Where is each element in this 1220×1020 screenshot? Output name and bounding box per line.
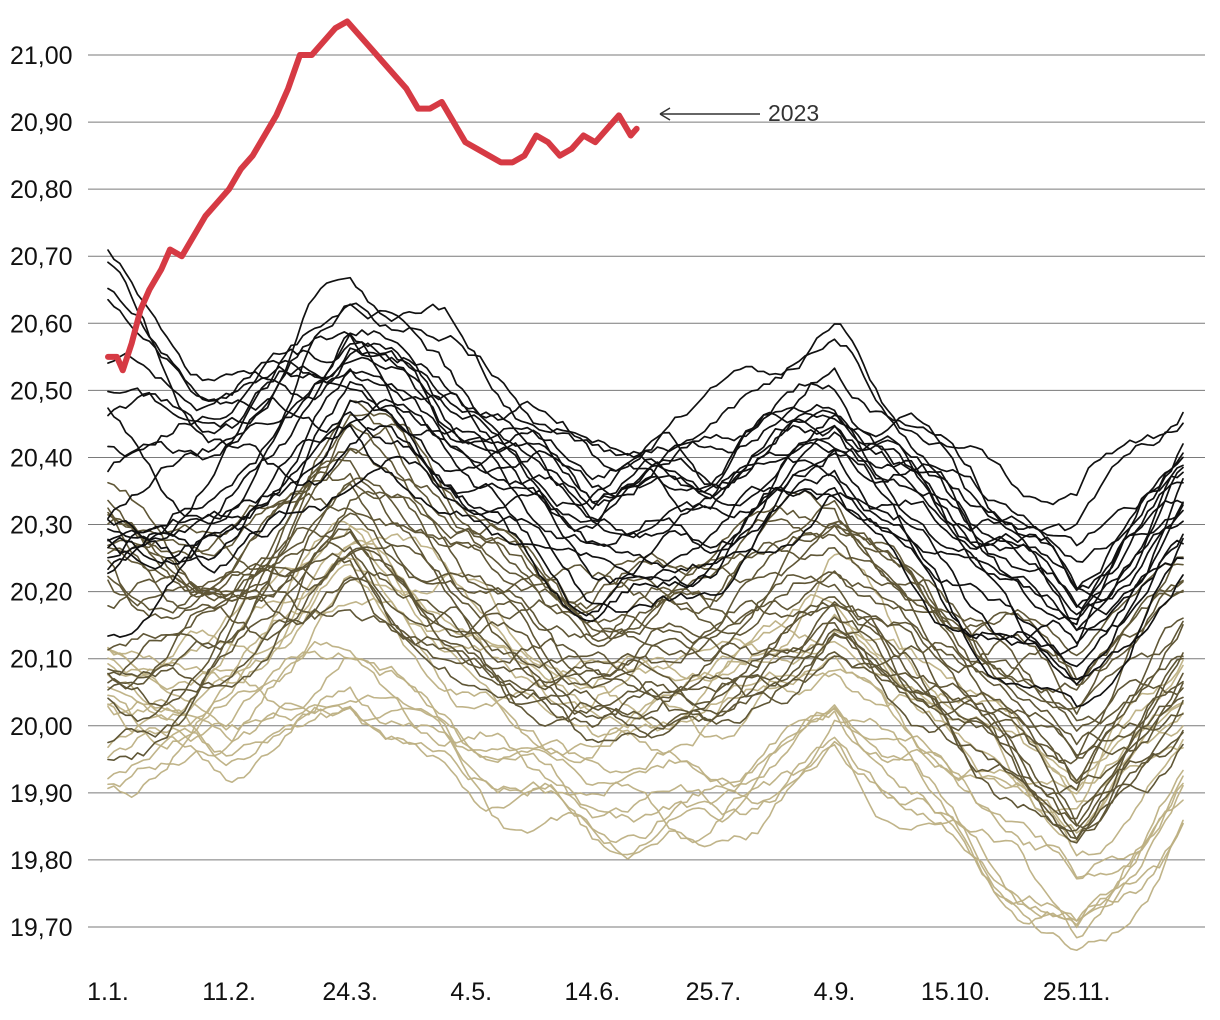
series-line-recent-8 [107, 369, 1184, 626]
series-line-older-5 [107, 700, 1184, 925]
series-line-recent-16 [107, 379, 1184, 621]
series-line-recent-2 [107, 302, 1184, 542]
x-tick-label: 14.6. [565, 978, 621, 1006]
x-tick-label: 25.7. [686, 978, 742, 1006]
series-line-recent-19 [107, 424, 1184, 681]
series-line-recent-6 [107, 341, 1184, 601]
series-line-middle-7 [107, 447, 1184, 694]
y-tick-label: 20,90 [10, 109, 73, 137]
grid-layer [88, 54, 1205, 928]
x-tick-label: 4.5. [450, 978, 492, 1006]
series-line-recent-13 [107, 329, 1184, 591]
series-line-recent-11 [107, 331, 1184, 563]
series-line-middle-0 [107, 546, 1184, 829]
series-line-middle-19 [107, 482, 1184, 765]
background-series-layer [107, 249, 1184, 952]
series-line-older-14 [107, 646, 1184, 939]
annotation-arrow-head [659, 107, 671, 121]
x-tick-label: 1.1. [87, 978, 129, 1006]
y-tick-label: 20,70 [10, 243, 73, 271]
y-tick-label: 19,90 [10, 780, 73, 808]
x-tick-label: 15.10. [921, 978, 991, 1006]
series-line-middle-5 [107, 458, 1184, 710]
series-line-older-4 [107, 704, 1184, 952]
y-tick-label: 20,30 [10, 512, 73, 540]
series-line-recent-12 [107, 380, 1184, 656]
annotation-layer: 2023 [659, 100, 819, 126]
series-line-2023 [105, 18, 640, 374]
series-line-recent-7 [107, 455, 1184, 708]
series-line-recent-1 [107, 398, 1184, 646]
series-line-older-7 [107, 640, 1184, 880]
y-axis: 21,00 20,90 20,80 20,70 20,60 20,50 20,40 20,30… [10, 42, 73, 942]
series-line-middle-10 [107, 507, 1184, 820]
series-line-older-10 [107, 552, 1184, 814]
series-line-middle-17 [107, 471, 1184, 725]
annotation-label: 2023 [768, 100, 819, 126]
x-tick-label: 11.2. [202, 978, 256, 1006]
y-tick-label: 20,20 [10, 579, 73, 607]
series-line-recent-5 [107, 399, 1184, 668]
y-tick-label: 20,80 [10, 176, 73, 204]
series-line-middle-21 [107, 552, 1184, 827]
series-line-older-9 [107, 698, 1184, 922]
y-tick-label: 19,80 [10, 847, 73, 875]
series-line-middle-20 [107, 477, 1184, 732]
series-line-older-13 [107, 650, 1184, 879]
series-line-middle-8 [107, 413, 1184, 681]
x-axis: 1.1. 11.2. 24.3. 4.5. 14.6. 25.7. 4.9. 15.10. 25… [87, 978, 1110, 1006]
y-tick-label: 20,00 [10, 713, 73, 741]
y-tick-label: 21,00 [10, 42, 73, 70]
series-line-older-15 [107, 533, 1184, 795]
y-tick-label: 20,40 [10, 444, 73, 472]
series-line-middle-18 [107, 551, 1184, 833]
series-line-recent-15 [107, 249, 1184, 608]
x-tick-label: 4.9. [814, 978, 856, 1006]
x-tick-label: 24.3. [322, 978, 378, 1006]
series-line-recent-9 [107, 287, 1184, 592]
series-line-recent-17 [107, 352, 1184, 616]
y-tick-label: 20,60 [10, 310, 73, 338]
y-tick-label: 19,70 [10, 914, 73, 942]
series-line-older-0 [107, 686, 1184, 926]
highlight-series-layer [105, 18, 640, 374]
y-tick-label: 20,10 [10, 646, 73, 674]
series-line-middle-12 [107, 528, 1184, 797]
series-line-older-1 [107, 597, 1184, 857]
series-line-older-11 [107, 574, 1184, 843]
series-line-middle-15 [107, 526, 1184, 757]
series-line-recent-18 [107, 298, 1184, 633]
series-line-recent-0 [107, 333, 1184, 632]
y-tick-label: 20,50 [10, 377, 73, 405]
series-line-older-12 [107, 563, 1184, 834]
x-tick-label: 25.11. [1043, 978, 1111, 1006]
